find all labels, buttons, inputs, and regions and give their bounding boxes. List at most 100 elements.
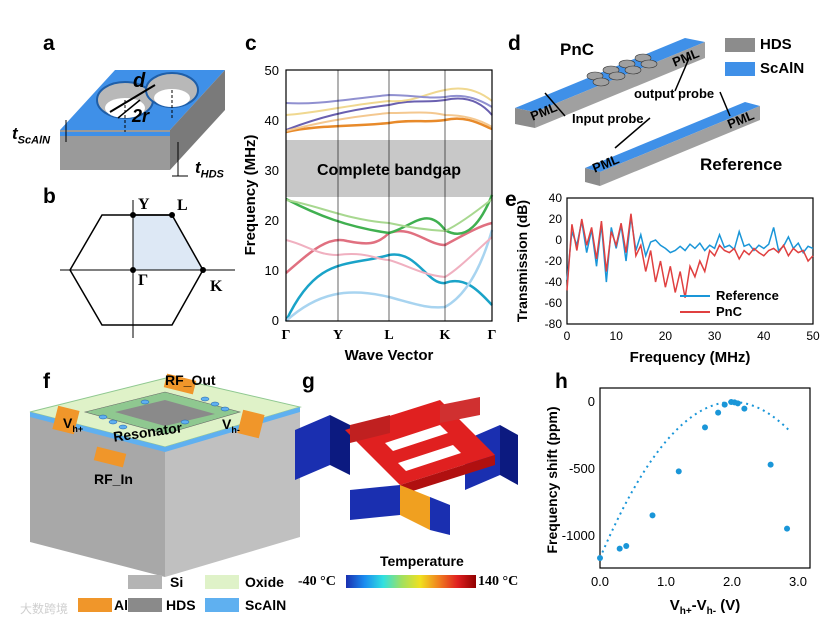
label-K: K — [210, 278, 223, 295]
label-d: d — [133, 70, 146, 92]
c-xtick: Γ — [488, 328, 497, 343]
legend-scaln-swatch — [725, 62, 755, 76]
data-point — [721, 401, 728, 408]
c-xlabel: Wave Vector — [345, 347, 434, 364]
data-point — [649, 512, 656, 519]
label-vh-minus: Vh- — [222, 416, 240, 435]
panel-label-a: a — [43, 32, 55, 55]
e-ytick: 20 — [549, 212, 563, 226]
label-rf-in: RF_In — [94, 471, 133, 487]
pad-rf-out — [163, 373, 197, 395]
bandgap-label: Complete bandgap — [317, 162, 461, 179]
label-t-scaln: tScAlN — [12, 124, 51, 147]
h-ytick: 0 — [588, 394, 595, 409]
legend-hds-label: HDS — [166, 597, 196, 613]
legend-pnc-label: PnC — [716, 304, 743, 319]
legend-oxide-label: Oxide — [245, 574, 284, 590]
e-ytick: 0 — [555, 233, 562, 247]
label-vh-plus: Vh+ — [63, 415, 84, 434]
e-xtick: 20 — [659, 329, 673, 343]
e-ytick: -20 — [545, 254, 563, 268]
h-ytick: -500 — [569, 461, 595, 476]
panel-label-g: g — [302, 370, 315, 393]
data-point — [784, 525, 791, 532]
e-ytick: 40 — [549, 191, 563, 205]
c-ytick: 10 — [265, 263, 279, 278]
e-xtick: 30 — [708, 329, 722, 343]
c-xticks: Γ Y L K Γ — [282, 328, 497, 343]
legend-al-swatch — [78, 598, 112, 612]
e-ytick: -80 — [545, 317, 563, 331]
h-frame — [599, 387, 811, 569]
brillouin-zone — [60, 200, 235, 338]
legend-scaln-swatch — [205, 598, 239, 612]
h-xtick: 2.0 — [723, 574, 741, 589]
e-ytick: -40 — [545, 275, 563, 289]
d-arrow — [109, 84, 156, 113]
label-input-probe: Input probe — [572, 111, 644, 126]
legend-si-label: Si — [170, 574, 184, 590]
legend-al-label: Al — [114, 597, 128, 613]
label-rf-out: RF_Out — [165, 372, 216, 388]
panel-label-f: f — [43, 370, 50, 393]
h-xlabel: Vh+-Vh- (V) — [670, 597, 741, 617]
e-frame — [566, 197, 814, 325]
legend-reference-label: Reference — [716, 288, 779, 303]
colorbar-max: 140 °C — [478, 574, 519, 589]
data-point — [623, 543, 630, 549]
c-ytick: 40 — [265, 113, 279, 128]
pad-vh-minus — [237, 409, 265, 439]
label-reference: Reference — [700, 155, 783, 174]
colorbar-min: -40 °C — [298, 574, 336, 589]
hds-front-face — [60, 130, 170, 170]
label-Y: Y — [138, 196, 150, 213]
h-ytick: -1000 — [562, 528, 595, 543]
e-xtick: 50 — [806, 329, 820, 343]
data-point — [741, 405, 748, 412]
fit-curve — [599, 401, 792, 559]
hds-side-face — [170, 70, 225, 170]
legend-scaln-label: ScAlN — [760, 60, 805, 77]
c-yticks: 0 10 20 30 40 50 — [265, 63, 279, 328]
e-xtick: 10 — [610, 329, 624, 343]
data-point — [597, 555, 603, 561]
panel-label-c: c — [245, 32, 257, 55]
c-ytick: 20 — [265, 213, 279, 228]
c-ytick: 50 — [265, 63, 279, 78]
colorbar-title: Temperature — [380, 553, 464, 569]
panel-label-d: d — [508, 32, 521, 55]
e-xtick: 0 — [564, 329, 571, 343]
panel-label-e: e — [505, 188, 517, 211]
legend-si-swatch — [128, 575, 162, 589]
c-xtick: L — [384, 328, 393, 343]
e-xtick: 40 — [757, 329, 771, 343]
label-pnc: PnC — [560, 40, 594, 59]
h-ylabel: Frequency shift (ppm) — [544, 406, 560, 553]
data-point — [616, 545, 623, 552]
label-L: L — [177, 197, 188, 214]
data-point — [715, 409, 722, 416]
frequency-shift-chart: 0.0 1.0 2.0 3.0 0 -500 -1000 Vh+-Vh- (V)… — [544, 387, 811, 617]
c-xtick: Γ — [282, 328, 291, 343]
pad-rf-in — [93, 446, 127, 468]
h-xtick: 0.0 — [591, 574, 609, 589]
c-ylabel: Frequency (MHz) — [242, 135, 259, 256]
legend-oxide-swatch — [205, 575, 239, 589]
band-structure-chart: 0 10 20 30 40 50 Γ Y L K Γ Complete band… — [242, 63, 497, 364]
c-ytick: 0 — [272, 313, 279, 328]
data-point — [767, 461, 774, 468]
c-xtick: K — [440, 328, 451, 343]
legend-hds-label: HDS — [760, 36, 792, 53]
label-Gamma: Γ — [138, 272, 149, 289]
label-output-probe: output probe — [634, 86, 715, 101]
device-3d-view — [29, 373, 302, 577]
label-2r: 2r — [132, 106, 150, 126]
e-ylabel: Transmission (dB) — [514, 200, 530, 322]
c-ytick: 30 — [265, 163, 279, 178]
pad-vh-plus — [52, 405, 80, 435]
panel-label-h: h — [555, 370, 568, 393]
thermal-simulation — [295, 397, 518, 535]
label-t-hds: tHDS — [195, 158, 224, 181]
panel-a-diagram — [60, 70, 225, 177]
